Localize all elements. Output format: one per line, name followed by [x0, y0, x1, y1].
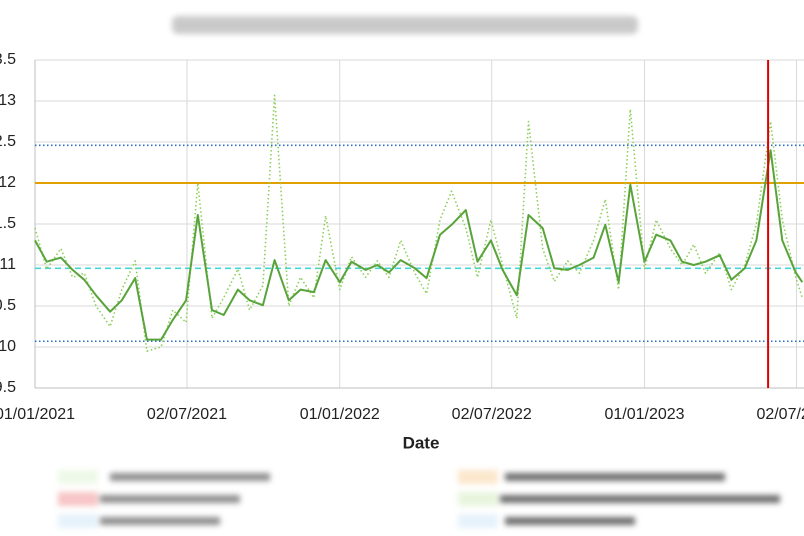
- y-tick-label: 13: [0, 92, 16, 109]
- x-tick-label: 02/07/2022: [452, 406, 532, 423]
- y-tick-label: 13.5: [0, 51, 16, 68]
- y-tick-label: 12.5: [0, 133, 16, 150]
- x-tick-label: 01/01/2021: [0, 406, 75, 423]
- legend-text-redacted: [110, 473, 270, 481]
- legend-text-redacted: [505, 517, 635, 525]
- legend-text-redacted: [505, 473, 725, 481]
- x-tick-label: 02/07/2023: [756, 406, 804, 423]
- x-tick-label: 01/01/2022: [300, 406, 380, 423]
- legend-swatch: [458, 470, 498, 484]
- y-tick-label: 10.5: [0, 297, 16, 314]
- legend-redacted: [58, 470, 780, 528]
- y-tick-label: 10: [0, 338, 16, 355]
- legend-swatch: [458, 514, 498, 528]
- series-line: [34, 94, 804, 352]
- legend-swatch: [58, 514, 98, 528]
- y-tick-label: 12: [0, 174, 16, 191]
- y-tick-label: 11.5: [0, 215, 16, 232]
- legend-swatch: [58, 492, 98, 506]
- legend-swatch: [58, 470, 98, 484]
- title-redacted: [172, 16, 638, 34]
- x-tick-label: 02/07/2021: [147, 406, 227, 423]
- legend-text-redacted: [100, 495, 240, 503]
- series-line: [34, 149, 804, 341]
- legend-text-redacted: [500, 495, 780, 503]
- x-axis-label: Date: [403, 433, 440, 452]
- legend-text-redacted: [100, 517, 220, 525]
- y-tick-label: 9.5: [0, 379, 16, 396]
- x-tick-label: 01/01/2023: [604, 406, 684, 423]
- redacted-title: [172, 16, 638, 34]
- y-tick-label: 11: [0, 256, 16, 273]
- legend-swatch: [458, 492, 498, 506]
